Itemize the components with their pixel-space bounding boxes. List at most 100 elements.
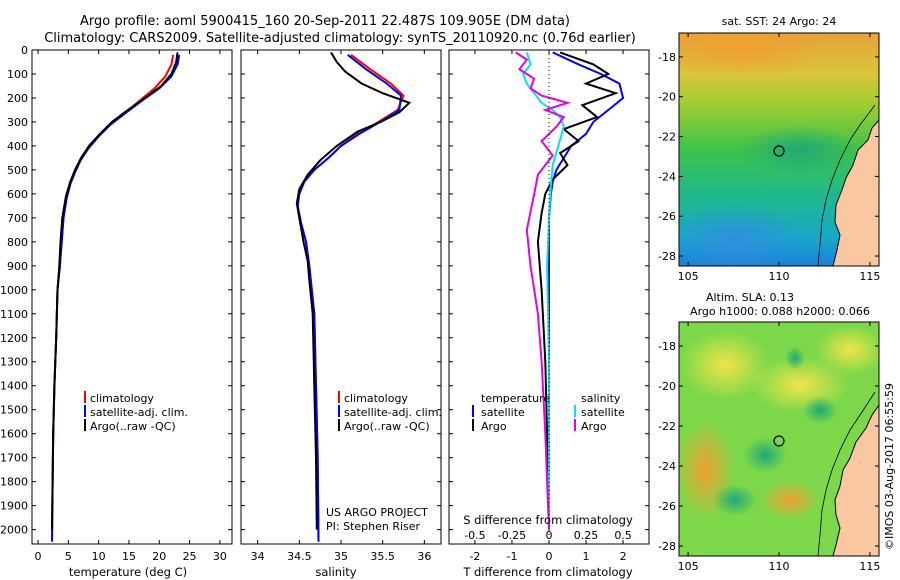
depth-tick-label: 1200 [0, 332, 28, 345]
map-x-tick-label: 105 [678, 270, 699, 283]
salinity-legend: climatology satellite-adj. clim. Argo(..… [338, 391, 442, 433]
map-y-tick-label: -24 [658, 460, 676, 473]
depth-axis: 0 100 200 300 400 500 600 700 800 900 1000 1100 1200… [0, 44, 649, 537]
x-tick-label: 35 [334, 550, 348, 563]
x-tick-label: 20 [152, 550, 166, 563]
depth-tick-label: 1500 [0, 404, 28, 417]
sst-map-title: sat. SST: 24 Argo: 24 [722, 15, 837, 28]
depth-tick-label: 800 [7, 236, 28, 249]
sla-map [679, 322, 879, 556]
legend-s-sat-label: satellite [581, 406, 625, 419]
legend-clim-label: climatology [90, 392, 154, 405]
s-tick-label: -0.5 [464, 529, 485, 542]
sla-map-subtitle: Argo h1000: 0.088 h2000: 0.066 [690, 305, 870, 318]
title-line-1: Argo profile: aoml 5900415_160 20-Sep-20… [80, 14, 570, 29]
depth-tick-label: 1800 [0, 476, 28, 489]
sla-low-4 [785, 346, 805, 370]
series-line-satellite [51, 54, 181, 542]
salinity-xlabel: salinity [315, 565, 356, 579]
x-tick-label: 25 [183, 550, 197, 563]
map-y-tick-label: -18 [658, 340, 676, 353]
map-y-tick-label: -24 [658, 170, 676, 183]
x-tick-label: 0 [35, 550, 42, 563]
x-tick-label: 35.5 [370, 550, 395, 563]
depth-tick-label: 100 [7, 68, 28, 81]
depth-tick-label: 1900 [0, 500, 28, 513]
pi-annotation: PI: Stephen Riser [326, 520, 421, 533]
series-line-s-satellite [521, 52, 565, 530]
map-y-tick-label: -22 [658, 131, 676, 144]
series-line-t-argo [536, 51, 619, 530]
difference-legend: temperature satellite Argo salinity sate… [472, 392, 625, 433]
depth-tick-label: 1100 [0, 308, 28, 321]
map-y-tick-label: -20 [658, 380, 676, 393]
legend-s-argo-label: Argo [581, 420, 607, 433]
depth-tick-label: 200 [7, 92, 28, 105]
x-tick-label: 10 [92, 550, 106, 563]
map-x-tick-label: 110 [769, 560, 790, 573]
map-y-tick-label: -20 [658, 91, 676, 104]
project-annotation: US ARGO PROJECT [326, 506, 428, 519]
legend-argo-label: Argo(..raw -QC) [90, 420, 176, 433]
x-tick-label: 30 [213, 550, 227, 563]
map-y-tick-label: -26 [658, 210, 676, 223]
sst-green-patch [740, 125, 860, 175]
depth-tick-label: 2000 [0, 524, 28, 537]
depth-tick-label: 1000 [0, 284, 28, 297]
legend-salinity-header: salinity [581, 392, 621, 405]
legend-temperature-header: temperature [481, 392, 550, 405]
sst-argo-marker [773, 145, 785, 157]
legend-sat-label: satellite-adj. clim. [90, 406, 188, 419]
difference-xlabel: T difference from climatology [462, 565, 633, 579]
difference-xlabel-top: S difference from climatology [463, 513, 633, 527]
depth-tick-label: 500 [7, 164, 28, 177]
legend-sat-label: satellite-adj. clim. [344, 406, 442, 419]
map-y-tick-label: -22 [658, 420, 676, 433]
legend-t-sat-label: satellite [481, 406, 525, 419]
sla-low-2 [802, 396, 838, 424]
x-tick-label: -1 [506, 550, 517, 563]
temperature-panel [31, 49, 233, 545]
s-tick-label: 0.5 [614, 529, 632, 542]
sla-argo-marker [773, 435, 785, 447]
sst-cool-patch [679, 205, 805, 266]
temperature-plot: 0 5 10 15 20 25 30 [35, 50, 227, 563]
sla-high-4 [760, 480, 820, 520]
map-y-tick-label: -28 [658, 250, 676, 263]
temperature-xlabel: temperature (deg C) [69, 565, 187, 579]
x-tick-label: -2 [469, 550, 480, 563]
depth-tick-label: 300 [7, 116, 28, 129]
x-tick-label: 36 [417, 550, 431, 563]
sla-land [832, 404, 879, 556]
temperature-legend: climatology satellite-adj. clim. Argo(..… [84, 391, 188, 433]
series-line-s-argo [515, 51, 571, 530]
series-line-climatology [51, 54, 175, 542]
sla-low-1 [743, 437, 787, 473]
depth-tick-label: 900 [7, 260, 28, 273]
map-y-tick-label: -26 [658, 500, 676, 513]
sla-high-5 [815, 325, 879, 375]
legend-argo-label: Argo(..raw -QC) [344, 420, 430, 433]
depth-tick-label: 0 [21, 44, 28, 57]
x-tick-label: 0 [546, 550, 553, 563]
map-x-tick-label: 105 [678, 560, 699, 573]
sla-high-1 [680, 330, 770, 400]
depth-tick-label: 1600 [0, 428, 28, 441]
x-tick-label: 34.5 [287, 550, 312, 563]
sla-map-axes: 105 110 115 -18 -20 -22 -24 -26 -28 [658, 322, 880, 573]
sst-map-axes: 105 110 115 -18 -20 -22 -24 -26 -28 [658, 33, 880, 283]
sst-land [832, 119, 879, 266]
depth-tick-label: 700 [7, 212, 28, 225]
sst-map [679, 33, 879, 266]
sla-coast-contour [817, 391, 876, 556]
s-tick-label: 0 [546, 529, 553, 542]
salinity-plot: 34 34.5 35 35.5 36 [251, 50, 431, 563]
title-line-2: Climatology: CARS2009. Satellite-adjuste… [44, 31, 636, 46]
x-tick-label: 5 [65, 550, 72, 563]
sla-low-3 [713, 484, 757, 516]
x-tick-label: 15 [122, 550, 136, 563]
s-tick-label: -0.25 [498, 529, 526, 542]
x-tick-label: 34 [251, 550, 265, 563]
depth-tick-label: 1400 [0, 380, 28, 393]
